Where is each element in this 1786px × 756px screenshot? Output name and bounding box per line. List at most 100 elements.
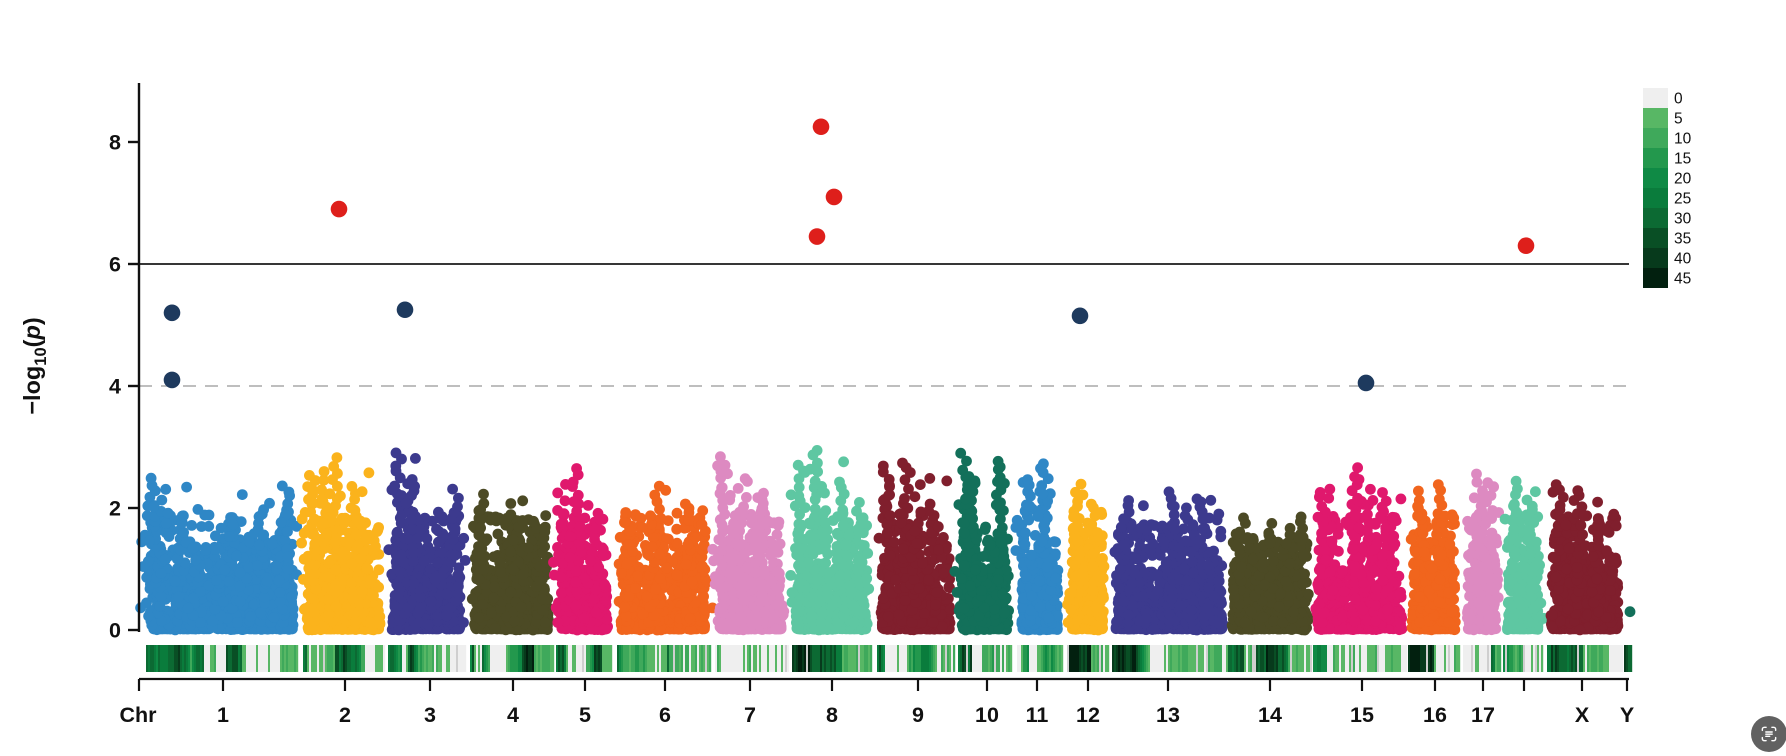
chr-4-density: [470, 645, 555, 672]
legend-swatch-15: [1643, 148, 1668, 168]
chr-12-density: [1067, 645, 1110, 672]
chr-6-density: [617, 645, 712, 672]
chr-13-points: [1109, 486, 1229, 636]
suggestive-point-chr1: [163, 304, 181, 322]
legend-swatch-30: [1643, 208, 1668, 228]
legend-label-5: 5: [1674, 111, 1683, 128]
chr-17-density: [1463, 645, 1502, 672]
chr-label-2: 2: [339, 703, 351, 727]
chr-8-points: [785, 445, 875, 636]
chr-label-3: 3: [424, 703, 436, 727]
chr-14-density: [1228, 645, 1313, 672]
significant-points: [163, 118, 1535, 392]
chr-11-density: [1017, 645, 1064, 672]
chr-15-points: [1310, 462, 1408, 636]
chr-10-density: [958, 645, 1013, 672]
legend-swatch-5: [1643, 108, 1668, 128]
y-tick-label-4: 4: [109, 375, 121, 399]
legend-label-35: 35: [1674, 231, 1691, 248]
density-legend: 0 5 10 15 20 25 30 35 40 45: [1643, 88, 1692, 288]
chr-14-points: [1226, 511, 1314, 636]
chr-label-11: 11: [1026, 703, 1049, 727]
significant-point-chr2: [330, 200, 348, 218]
chr-X-density: [1547, 645, 1624, 672]
x-axis: Chr 1 2 3 4 5 6 7 8 9 10 11 12 13 14 15 16 17 X Y: [119, 677, 1634, 727]
chr-label-1: 1: [217, 703, 229, 727]
legend-label-20: 20: [1674, 171, 1692, 188]
legend-label-15: 15: [1674, 151, 1691, 168]
legend-label-25: 25: [1674, 191, 1691, 208]
legend-swatch-20: [1643, 168, 1668, 188]
chr-label-7: 7: [744, 703, 756, 727]
chr-17-points: [1462, 468, 1504, 636]
chr-label-8: 8: [826, 703, 838, 727]
scan-text-icon: [1761, 726, 1777, 742]
chr-2-points: [296, 452, 386, 636]
x-axis-title: Chr: [119, 703, 157, 727]
significant-point-chr8: [812, 118, 830, 136]
suggestive-point-chr1: [163, 371, 181, 389]
chr-label-15: 15: [1350, 703, 1374, 727]
legend-swatch-45: [1643, 268, 1668, 288]
chr-1-points: [135, 472, 303, 636]
chr-5-density: [556, 645, 613, 672]
chr-9-points: [873, 457, 956, 636]
legend-label-0: 0: [1674, 91, 1683, 108]
screenshot-tool-button[interactable]: [1751, 716, 1786, 752]
chr-8-density: [792, 645, 873, 672]
chr-11-points: [1010, 458, 1064, 636]
significant-point-chr8: [825, 188, 843, 206]
y-axis-title: −log10(p): [19, 317, 50, 414]
chr-label-12: 12: [1076, 703, 1100, 727]
chr-label-17: 17: [1471, 703, 1495, 727]
chr-15-density: [1313, 645, 1408, 672]
chr-label-5: 5: [579, 703, 591, 727]
suggestive-point-chr15: [1357, 374, 1375, 392]
chr-12-points: [1062, 478, 1110, 636]
chr-16-points: [1405, 479, 1461, 636]
chr-7-points: [707, 451, 790, 636]
chr-13-density: [1112, 645, 1229, 672]
snp-density-track: [146, 645, 1633, 672]
chr-18-points: [1499, 475, 1550, 635]
chr-10-points: [949, 447, 1014, 636]
chr-7-density: [715, 645, 790, 672]
y-tick-label-6: 6: [109, 253, 121, 277]
chr-label-9: 9: [912, 703, 924, 727]
legend-label-10: 10: [1674, 131, 1692, 148]
chr-5-points: [548, 463, 613, 636]
chr-label-Y: Y: [1620, 703, 1634, 727]
legend-swatch-40: [1643, 248, 1668, 268]
chr-label-14: 14: [1258, 703, 1282, 727]
y-tick-label-0: 0: [109, 619, 121, 643]
chr-label-4: 4: [507, 703, 519, 727]
legend-swatch-35: [1643, 228, 1668, 248]
chr-Y-points: [1624, 606, 1636, 618]
chr-label-6: 6: [659, 703, 671, 727]
significant-point-chr18: [1517, 237, 1535, 254]
y-axis: 0 2 4 6 8 −log10(p): [19, 83, 141, 643]
chr-3-density: [388, 645, 467, 672]
suggestive-point-chr3: [396, 301, 414, 319]
legend-swatch-10: [1643, 128, 1668, 148]
chr-label-10: 10: [975, 703, 999, 727]
chr-4-points: [466, 488, 555, 636]
y-tick-label-8: 8: [109, 131, 121, 155]
suggestive-point-chr12: [1071, 307, 1089, 325]
chr-X-points: [1545, 479, 1624, 636]
legend-label-40: 40: [1674, 251, 1692, 268]
chr-label-X: X: [1575, 703, 1590, 727]
chr-Y-density: [1624, 645, 1633, 672]
chromosome-point-clouds: [135, 445, 1636, 636]
chr-6-points: [613, 480, 718, 636]
legend-label-30: 30: [1674, 211, 1692, 228]
legend-swatch-25: [1643, 188, 1668, 208]
chr-1-density: [146, 645, 299, 672]
chr-2-density: [303, 645, 386, 672]
chr-9-density: [877, 645, 956, 672]
chr-16-density: [1408, 645, 1461, 672]
chr-18-density: [1503, 645, 1544, 672]
legend-swatch-0: [1643, 88, 1668, 108]
legend-label-45: 45: [1674, 271, 1691, 288]
